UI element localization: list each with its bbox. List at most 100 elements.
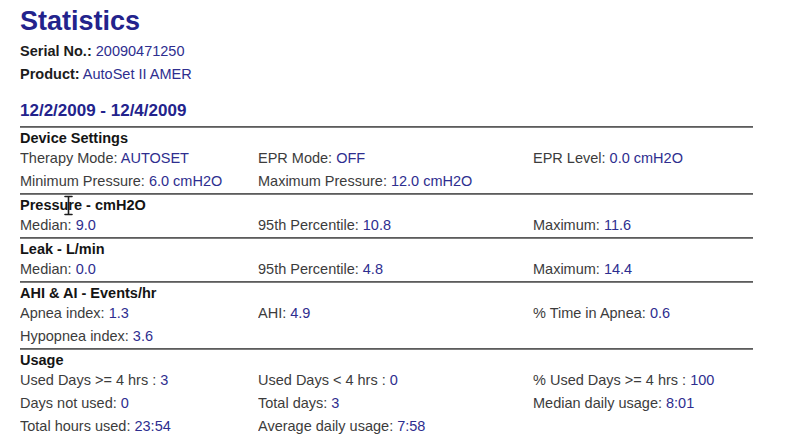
stat-label: 95th Percentile: [258,261,363,277]
section-title: Usage [20,350,753,369]
stat-cell: Average daily usage: 7:58 [258,415,533,438]
stat-value: 6.0 cmH2O [149,173,222,189]
stat-cell: Maximum: 14.4 [533,258,753,281]
stat-value: 10.8 [363,217,391,233]
stat-label: Total days: [258,395,331,411]
stat-label: Minimum Pressure: [20,173,149,189]
serial-number-row: Serial No.: 20090471250 [20,40,799,63]
stat-cell: Median daily usage: 8:01 [533,392,753,415]
stat-value: 0.0 [76,261,96,277]
product-label: Product: [20,66,80,82]
serial-number-label: Serial No.: [20,43,92,59]
stat-label: Total hours used: [20,418,134,434]
stat-label: Apnea index: [20,305,109,321]
stat-row: Median: 0.095th Percentile: 4.8Maximum: … [20,258,753,281]
stat-label: Therapy Mode: [20,150,121,166]
product-value: AutoSet II AMER [83,66,192,82]
page-title: Statistics [20,6,799,36]
stat-label: Used Days < 4 hrs : [258,372,390,388]
stat-cell: AHI: 4.9 [258,302,533,325]
serial-number-value: 20090471250 [96,43,185,59]
statistics-report-page: Statistics Serial No.: 20090471250 Produ… [0,0,799,438]
stat-value: 4.9 [290,305,310,321]
stat-value: OFF [336,150,365,166]
stat-value: 23:54 [134,418,170,434]
section-title: Pressure - cmH2O [20,195,753,214]
stat-cell: Apnea index: 1.3 [20,302,258,325]
stat-label: Median daily usage: [533,395,666,411]
stat-cell: Used Days >= 4 hrs : 3 [20,369,258,392]
stat-label: Maximum Pressure: [258,173,391,189]
stat-cell [533,325,753,348]
stat-cell: Total days: 3 [258,392,533,415]
stat-row: Therapy Mode: AUTOSETEPR Mode: OFFEPR Le… [20,147,753,170]
stat-cell [258,325,533,348]
stat-label: AHI: [258,305,290,321]
stats-sections: Device SettingsTherapy Mode: AUTOSETEPR … [20,126,753,438]
stat-value: 3 [160,372,168,388]
stat-cell: Therapy Mode: AUTOSET [20,147,258,170]
stat-cell: Maximum: 11.6 [533,214,753,237]
stat-row: Apnea index: 1.3AHI: 4.9% Time in Apnea:… [20,302,753,325]
stat-cell [533,415,753,438]
stat-cell: % Time in Apnea: 0.6 [533,302,753,325]
stat-cell: Median: 9.0 [20,214,258,237]
stat-cell: Maximum Pressure: 12.0 cmH2O [258,170,533,193]
stats-section: AHI & AI - Events/hrApnea index: 1.3AHI:… [20,281,753,348]
stat-value: 7:58 [397,418,425,434]
stat-value: 14.4 [604,261,632,277]
stats-section: Device SettingsTherapy Mode: AUTOSETEPR … [20,126,753,193]
stat-cell: Minimum Pressure: 6.0 cmH2O [20,170,258,193]
stat-value: 12.0 cmH2O [391,173,472,189]
stat-cell: Used Days < 4 hrs : 0 [258,369,533,392]
stat-cell [533,170,753,193]
device-meta: Serial No.: 20090471250 Product: AutoSet… [20,40,799,86]
stat-value: 1.3 [109,305,129,321]
stat-cell: EPR Level: 0.0 cmH2O [533,147,753,170]
stat-cell: % Used Days >= 4 hrs : 100 [533,369,753,392]
stat-label: Maximum: [533,261,604,277]
stat-label: EPR Level: [533,150,610,166]
stat-row: Total hours used: 23:54 Average daily usa… [20,415,753,438]
stat-value: AUTOSET [121,150,189,166]
stat-value: 0 [390,372,398,388]
stat-value: 8:01 [666,395,694,411]
section-title: Leak - L/min [20,239,753,258]
stat-value: 3 [331,395,339,411]
stat-cell: 95th Percentile: 10.8 [258,214,533,237]
stat-row: Hypopnea index: 3.6 [20,325,753,348]
stat-label: 95th Percentile: [258,217,363,233]
stat-label: % Used Days >= 4 hrs : [533,372,690,388]
stats-section: Leak - L/minMedian: 0.095th Percentile: … [20,237,753,281]
stat-value: 0 [121,395,129,411]
stats-section: Pressure - cmH2OMedian: 9.095th Percenti… [20,193,753,237]
stat-label: Used Days >= 4 hrs : [20,372,160,388]
stat-value: 9.0 [76,217,96,233]
stat-row: Used Days >= 4 hrs : 3Used Days < 4 hrs … [20,369,753,392]
stat-label: Average daily usage: [258,418,397,434]
stat-label: % Time in Apnea: [533,305,650,321]
stat-label: Maximum: [533,217,604,233]
date-range-heading: 12/2/2009 - 12/4/2009 [20,101,799,121]
stat-label: EPR Mode: [258,150,336,166]
stat-label: Median: [20,261,76,277]
stat-value: 0.0 cmH2O [610,150,683,166]
stat-cell: 95th Percentile: 4.8 [258,258,533,281]
stat-cell: EPR Mode: OFF [258,147,533,170]
stat-cell: Median: 0.0 [20,258,258,281]
stat-label: Hypopnea index: [20,328,133,344]
stat-row: Median: 9.095th Percentile: 10.8Maximum:… [20,214,753,237]
stat-value: 3.6 [133,328,153,344]
stat-value: 11.6 [604,217,631,233]
stat-row: Minimum Pressure: 6.0 cmH2OMaximum Press… [20,170,753,193]
section-title: AHI & AI - Events/hr [20,283,753,302]
stat-value: 100 [690,372,714,388]
stats-section: UsageUsed Days >= 4 hrs : 3Used Days < 4… [20,348,753,438]
stat-label: Days not used: [20,395,121,411]
stat-value: 0.6 [650,305,670,321]
product-row: Product: AutoSet II AMER [20,63,799,86]
stat-value: 4.8 [363,261,383,277]
stat-cell: Hypopnea index: 3.6 [20,325,258,348]
stat-row: Days not used: 0Total days: 3Median dail… [20,392,753,415]
section-title: Device Settings [20,128,753,147]
